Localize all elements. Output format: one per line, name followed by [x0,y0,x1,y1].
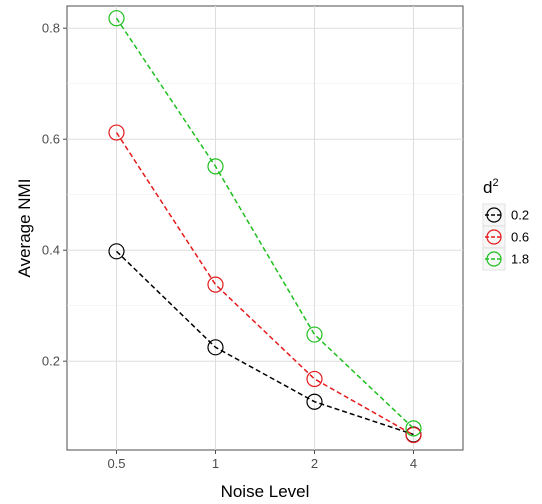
legend-item: 1.8 [482,247,529,271]
data-point [207,339,224,356]
x-axis-title: Noise Level [221,482,310,501]
legend-title-base: d [483,178,492,197]
series-line [115,132,414,436]
data-point [108,10,125,27]
legend-key-point [486,207,502,223]
data-point [207,276,224,293]
x-tick-label: 2 [311,456,318,471]
legend-label: 0.2 [511,208,529,223]
series-layer [108,10,422,444]
legend-label: 1.8 [511,252,529,267]
series-line [115,250,414,436]
legend-label: 0.6 [511,230,529,245]
axis-ticks: 0.2 0.4 0.6 0.8 0.5 1 2 4 [42,21,417,471]
data-point [306,370,323,388]
series-1.8 [108,10,422,437]
y-tick-label: 0.6 [42,132,60,147]
data-point [306,393,323,410]
y-tick-label: 0.8 [42,21,60,36]
legend: d2 0.2 0.6 1.8 [482,177,529,271]
x-tick-label: 1 [212,456,219,471]
legend-title-superscript: 2 [492,177,498,189]
y-tick-label: 0.2 [42,354,60,369]
data-point [108,243,125,260]
legend-title: d2 [483,177,499,197]
data-point [405,420,422,437]
series-0.6 [108,124,422,444]
data-point [306,326,323,343]
legend-key-point [486,229,502,245]
y-axis-title: Average NMI [15,179,34,278]
legend-item: 0.2 [482,203,529,227]
legend-items: 0.2 0.6 1.8 [482,203,529,271]
legend-key-point [486,251,502,267]
plot-panel [66,5,464,451]
data-point [405,426,422,444]
grid [67,6,463,450]
y-tick-label: 0.4 [42,243,60,258]
data-point [108,124,125,141]
series-line [115,17,415,429]
x-tick-label: 4 [410,456,417,471]
data-point [207,158,224,175]
x-tick-label: 0.5 [107,456,125,471]
